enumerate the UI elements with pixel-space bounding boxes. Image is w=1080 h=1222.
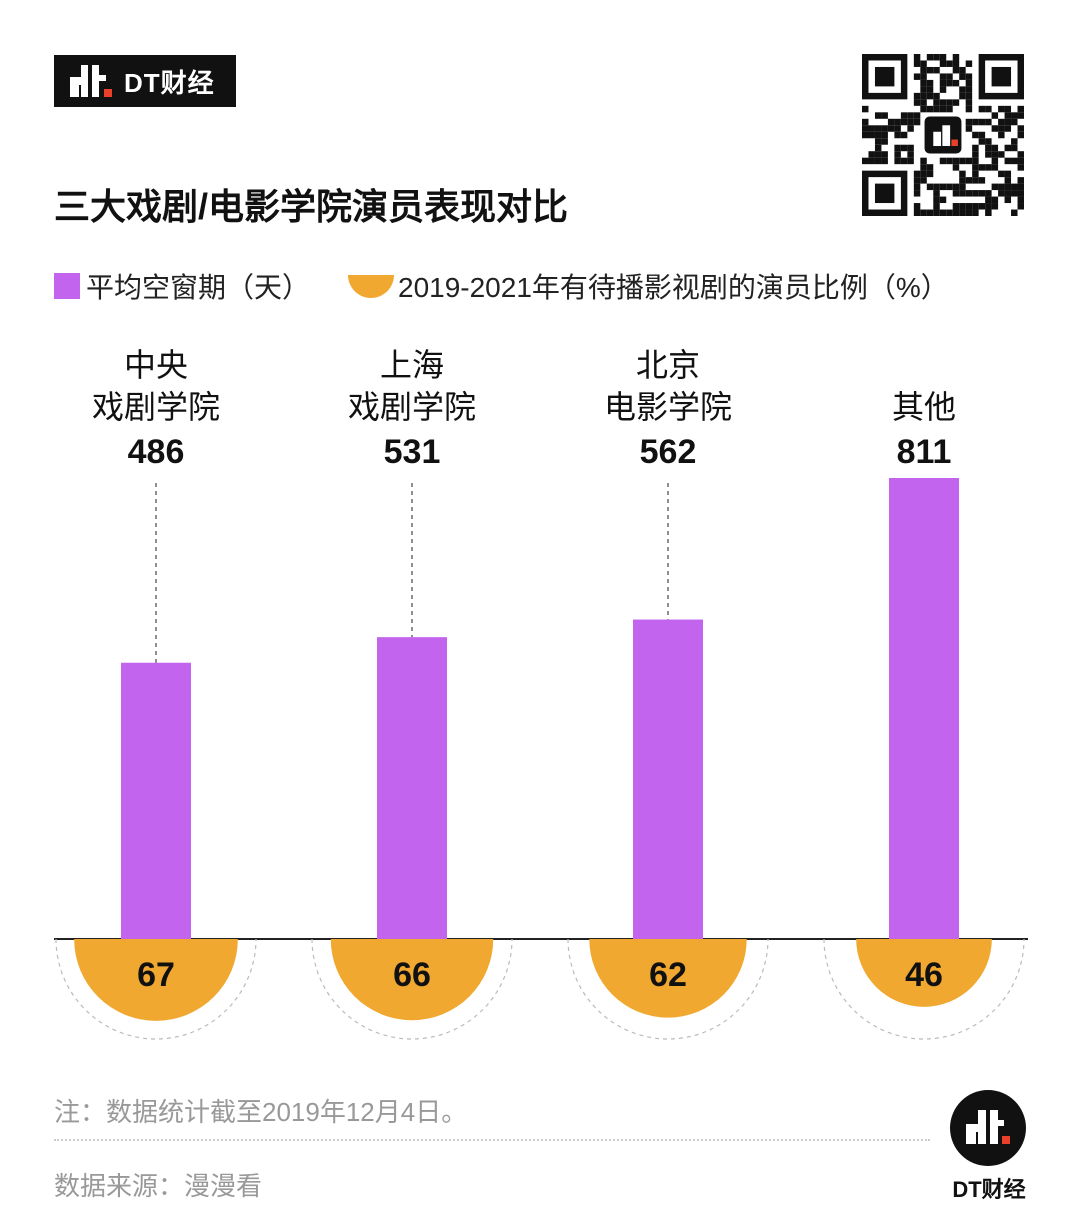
legend-item-ratio: 2019-2021年有待播影视剧的演员比例（%） bbox=[348, 266, 949, 306]
dt-logo-icon bbox=[68, 63, 114, 99]
ratio-outline-1 bbox=[311, 938, 513, 1040]
ratio-semicircle-0 bbox=[74, 939, 238, 1021]
qr-code-icon bbox=[862, 54, 1024, 216]
category-label-0-1: 戏剧学院 bbox=[92, 389, 220, 425]
category-label-1-1: 戏剧学院 bbox=[348, 389, 476, 425]
category-label-0-0: 中央 bbox=[124, 347, 188, 383]
value-label-window-0: 486 bbox=[128, 433, 185, 471]
bar-window-3 bbox=[889, 478, 959, 939]
chart-title: 三大戏剧/电影学院演员表现对比 bbox=[54, 186, 569, 227]
ratio-outline-0 bbox=[55, 938, 257, 1040]
dt-badge-icon bbox=[950, 1090, 1026, 1166]
logo-text: DT财经 bbox=[124, 67, 215, 98]
value-label-window-3: 811 bbox=[897, 433, 952, 471]
category-label-2-1: 电影学院 bbox=[604, 389, 732, 425]
footer-divider bbox=[54, 1139, 930, 1141]
value-label-ratio-3: 46 bbox=[905, 956, 943, 994]
ratio-semicircle-3 bbox=[856, 939, 992, 1007]
badge-text: DT财经 bbox=[952, 1177, 1026, 1202]
value-label-ratio-2: 62 bbox=[649, 956, 687, 994]
legend-swatch-square-icon bbox=[54, 273, 80, 299]
data-source: 数据来源：漫漫看 bbox=[54, 1171, 263, 1201]
bar-window-1 bbox=[377, 637, 447, 939]
footnote: 注：数据统计截至2019年12月4日。 bbox=[54, 1097, 468, 1127]
value-label-window-1: 531 bbox=[384, 433, 441, 471]
brand-logo: DT财经 bbox=[54, 55, 236, 107]
category-label-1-0: 上海 bbox=[380, 347, 444, 383]
ratio-outline-2 bbox=[567, 938, 769, 1040]
legend-label-ratio: 2019-2021年有待播影视剧的演员比例（%） bbox=[398, 272, 949, 303]
ratio-semicircle-1 bbox=[330, 939, 494, 1021]
ratio-semicircle-2 bbox=[589, 939, 747, 1018]
value-label-window-2: 562 bbox=[640, 433, 697, 471]
legend-label-window: 平均空窗期（天） bbox=[86, 272, 311, 303]
category-label-2-0: 北京 bbox=[636, 347, 700, 383]
value-label-ratio-0: 67 bbox=[137, 956, 175, 994]
category-label-3-0: 其他 bbox=[892, 389, 956, 425]
legend-swatch-semicircle-icon bbox=[348, 274, 394, 298]
bar-window-0 bbox=[121, 662, 191, 939]
legend-item-window: 平均空窗期（天） bbox=[54, 266, 310, 306]
value-label-ratio-1: 66 bbox=[393, 956, 431, 994]
ratio-outline-3 bbox=[823, 938, 1025, 1040]
bar-window-2 bbox=[633, 619, 703, 939]
